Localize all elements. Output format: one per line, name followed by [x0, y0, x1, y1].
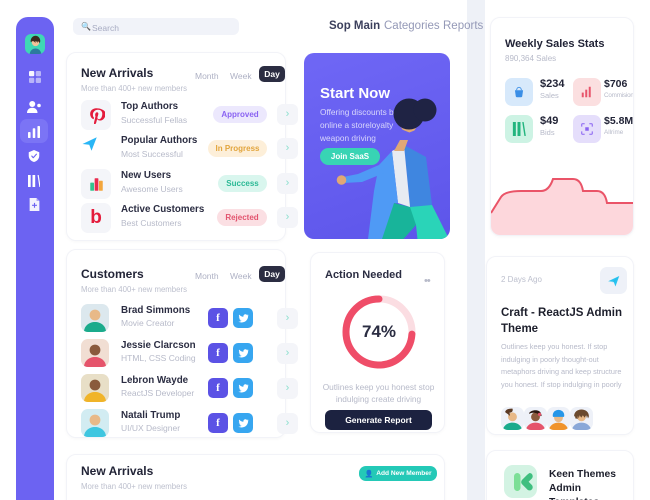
svg-text:74%: 74%: [362, 322, 396, 341]
